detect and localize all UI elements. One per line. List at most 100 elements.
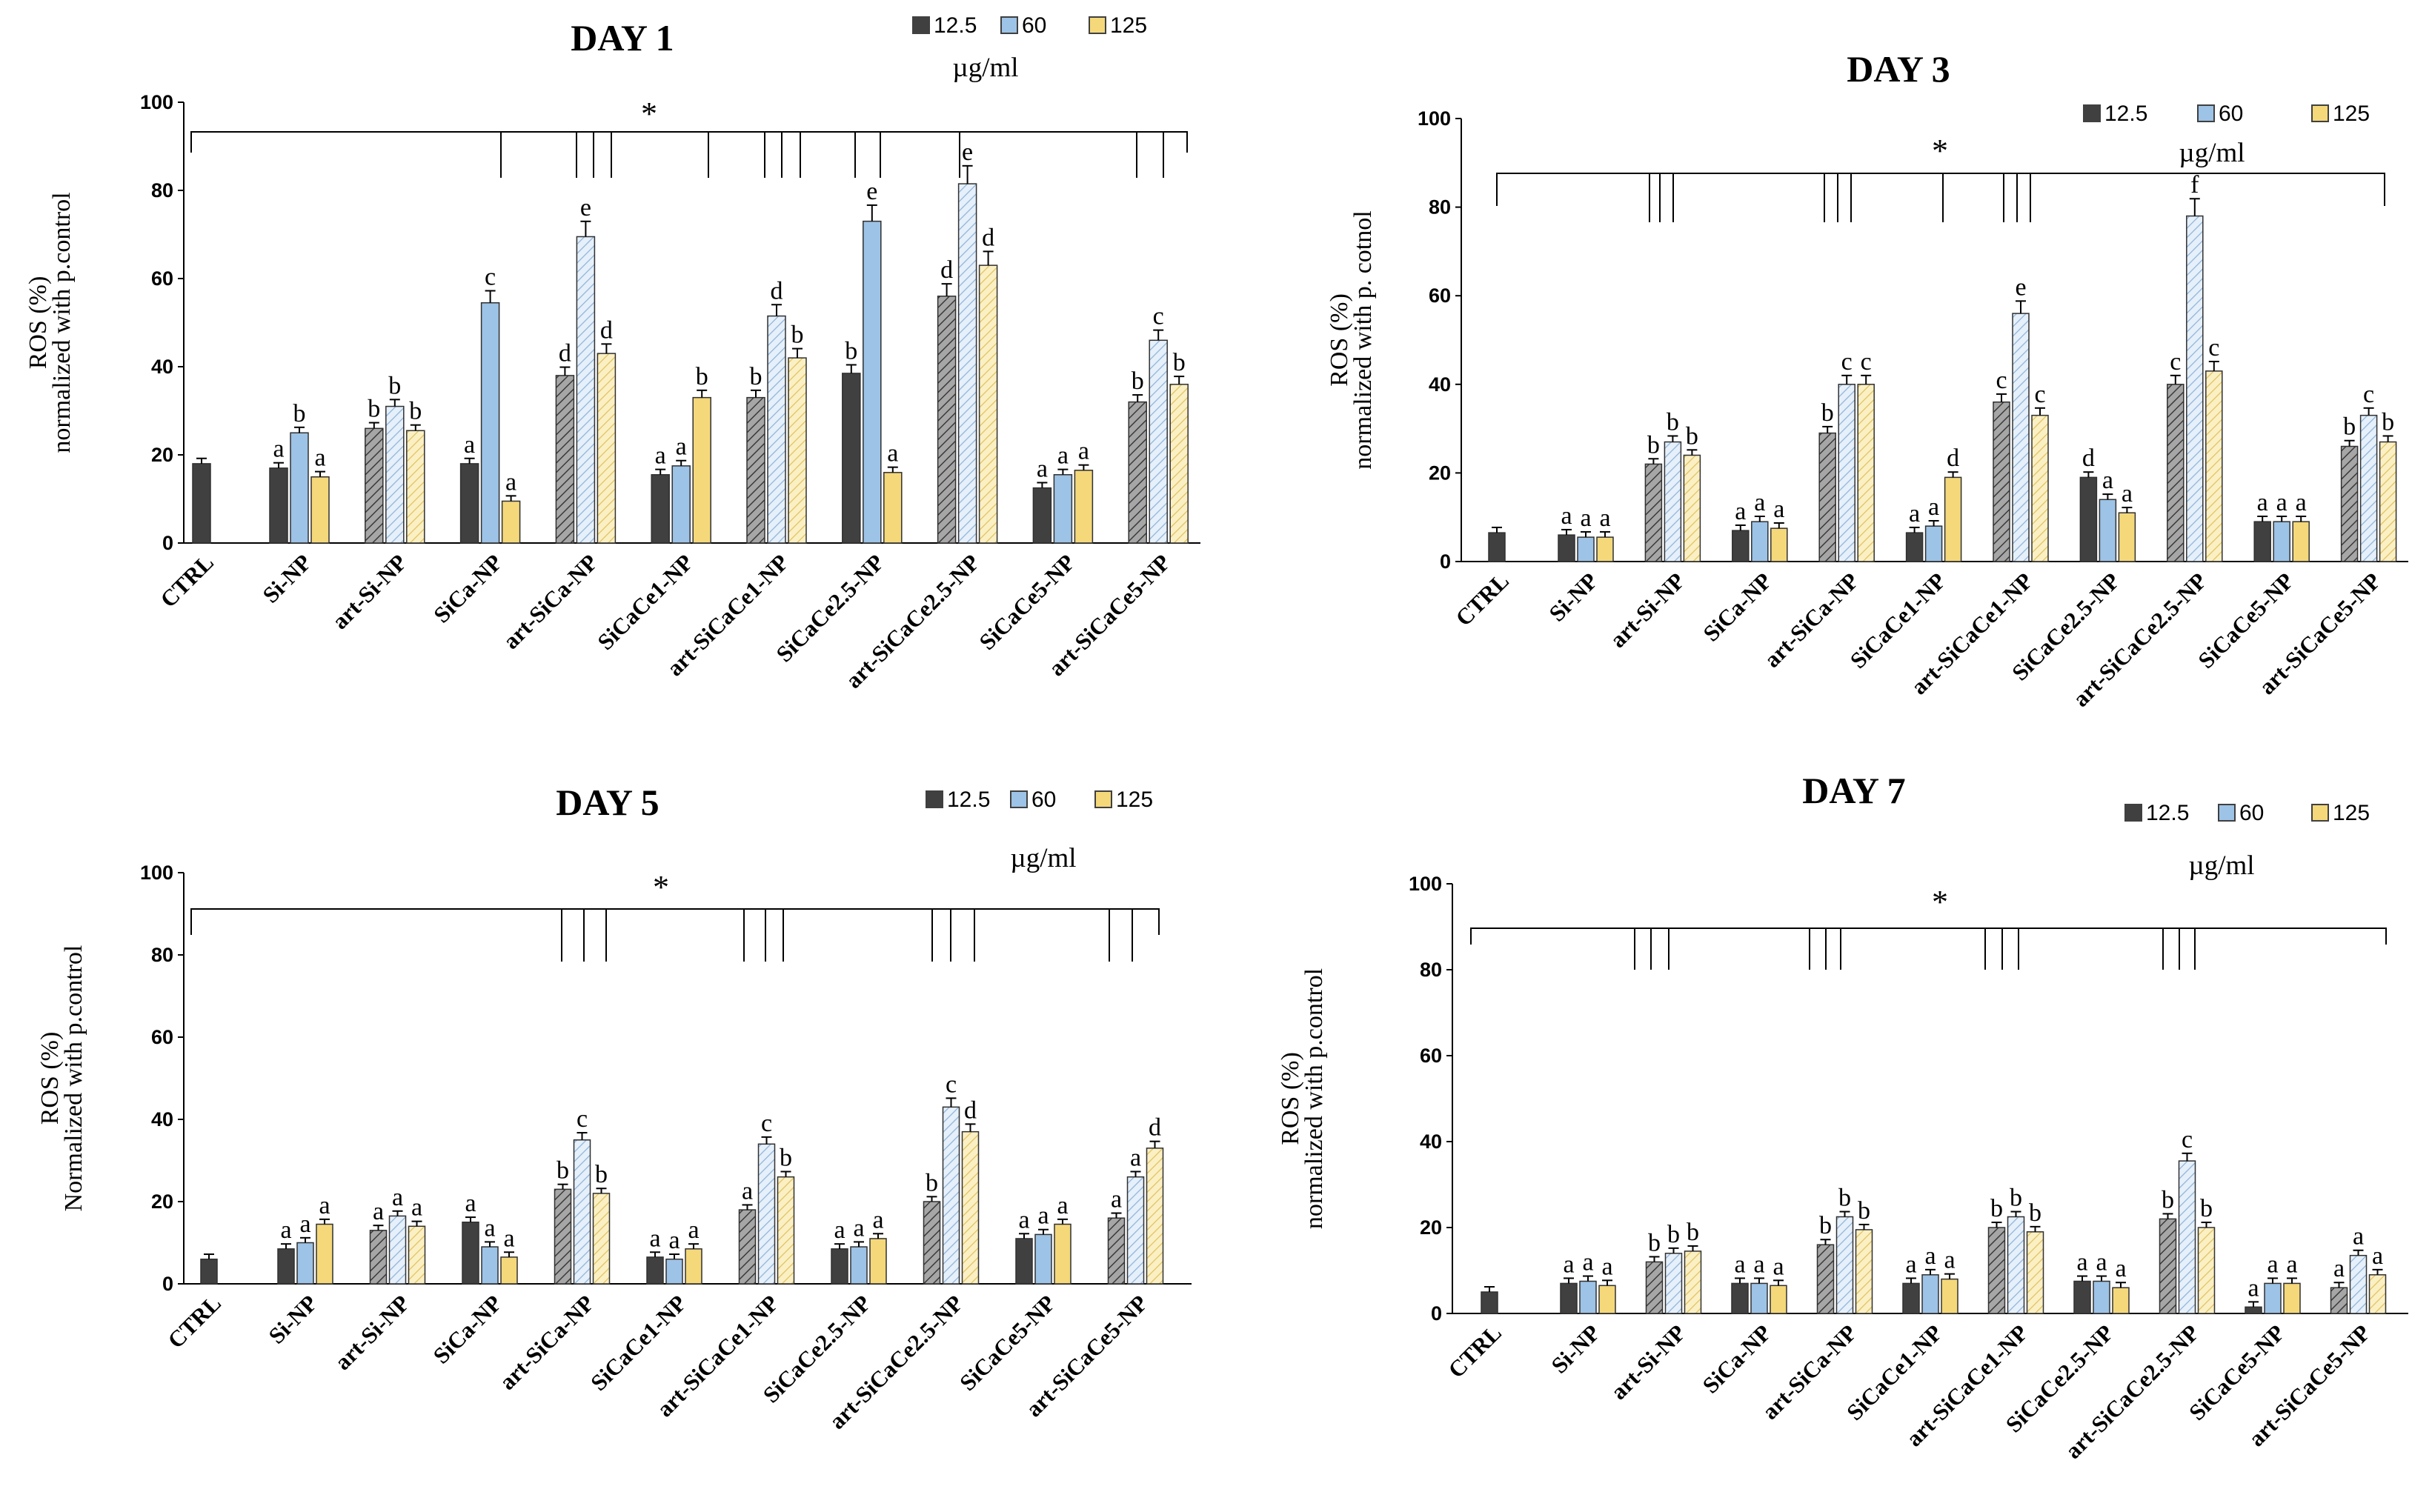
- data-label: a: [505, 468, 516, 496]
- bar-art-SiCaCe5-NP-125: [2379, 441, 2397, 562]
- category-label: Si-NP: [1546, 1319, 1605, 1379]
- data-label: a: [1735, 498, 1746, 525]
- bar-SiCaCe5-NP-12.5: [2245, 1306, 2262, 1314]
- chart-panel-day-1: DAY 1 12.5 60 125 µg/ml ROS (%)normalized wit…: [24, 13, 1200, 693]
- data-label: a: [1909, 500, 1920, 527]
- bar-SiCaCe2.5-NP-60: [850, 1246, 868, 1285]
- bar-Si-NP-60: [296, 1242, 314, 1285]
- legend-label-125: 125: [2333, 101, 2370, 126]
- bar-SiCa-NP-125: [1770, 527, 1788, 562]
- bar-art-SiCaCe2.5-NP-60: [942, 1106, 960, 1285]
- data-label: a: [2122, 480, 2133, 507]
- bar-Si-NP-12.5: [1560, 1282, 1578, 1314]
- data-label: a: [2276, 489, 2288, 516]
- data-label: b: [2382, 408, 2394, 436]
- bar-SiCaCe1-NP-125: [1944, 476, 1962, 562]
- legend-swatch-12.5: [2083, 104, 2101, 122]
- y-tick-label: 80: [1429, 196, 1451, 219]
- bar-SiCaCe5-NP-60: [1034, 1233, 1052, 1285]
- data-label: a: [1561, 502, 1572, 530]
- data-label: b: [293, 400, 306, 427]
- bar-SiCaCe2.5-NP-125: [883, 472, 903, 544]
- significance-bracket: [1470, 927, 2387, 945]
- chart-title: DAY 3: [1847, 48, 1950, 90]
- bar-SiCaCe1-NP-60: [1924, 525, 1943, 562]
- category-label: SiCa-NP: [1698, 1319, 1776, 1398]
- data-label: b: [388, 372, 401, 399]
- data-label: a: [2096, 1249, 2107, 1276]
- legend-label-12.5: 12.5: [2104, 101, 2147, 126]
- data-label: a: [1018, 1206, 1029, 1233]
- legend-swatch-12.5: [912, 16, 930, 34]
- y-tick-label: 20: [151, 1190, 173, 1213]
- data-label: b: [1686, 422, 1698, 450]
- data-label: b: [1648, 1229, 1661, 1256]
- y-tick-label: 60: [151, 1026, 173, 1048]
- data-label: b: [1687, 1219, 1699, 1246]
- bar-SiCaCe2.5-NP-12.5: [2073, 1280, 2091, 1314]
- data-label: a: [1753, 1250, 1764, 1278]
- chart-title: DAY 7: [1802, 770, 1905, 811]
- data-label: b: [1647, 431, 1660, 459]
- bar-SiCaCe1-NP-12.5: [651, 474, 670, 544]
- data-label: c: [2208, 334, 2219, 362]
- bar-art-SiCaCe5-NP-60: [1126, 1176, 1145, 1285]
- chart-panel-day-5: DAY 5 12.5 60 125 µg/ml ROS (%)Normalized wit…: [36, 782, 1192, 1434]
- data-label: b: [595, 1161, 608, 1188]
- bar-SiCaCe1-NP-125: [1941, 1278, 1958, 1314]
- data-label: a: [2333, 1255, 2345, 1282]
- y-tick-label: 60: [1420, 1045, 1442, 1067]
- data-label: a: [503, 1225, 514, 1252]
- bar-art-Si-NP-12.5: [1644, 463, 1663, 562]
- bar-art-SiCaCe5-NP-125: [2368, 1274, 2387, 1314]
- bar-SiCaCe2.5-NP-125: [2112, 1287, 2130, 1314]
- data-label: b: [845, 337, 857, 364]
- data-label: a: [1037, 455, 1048, 482]
- category-label: SiCa-NP: [1698, 567, 1776, 646]
- bar-SiCaCe5-NP-60: [2273, 521, 2290, 562]
- bar-SiCaCe1-NP-12.5: [646, 1256, 664, 1285]
- data-label: a: [273, 436, 284, 463]
- bar-SiCaCe1-NP-60: [1921, 1274, 1939, 1314]
- chart-title: DAY 1: [571, 17, 674, 59]
- bar-art-SiCaCe1-NP-60: [767, 315, 786, 544]
- data-label: e: [580, 194, 591, 222]
- bar-SiCaCe2.5-NP-125: [2118, 512, 2136, 562]
- data-label: b: [1821, 399, 1834, 427]
- data-label: a: [2286, 1250, 2297, 1278]
- data-label: c: [577, 1105, 588, 1133]
- legend-swatch-60: [2197, 104, 2215, 122]
- bar-art-SiCaCe2.5-NP-12.5: [2167, 384, 2185, 562]
- data-label: a: [314, 444, 325, 472]
- data-label: d: [964, 1096, 977, 1124]
- bar-Si-NP-125: [1598, 1285, 1616, 1314]
- data-label: a: [1057, 1192, 1068, 1219]
- bar-SiCaCe5-NP-60: [1053, 474, 1073, 544]
- data-label: b: [2010, 1185, 2022, 1212]
- legend-label-60: 60: [2219, 101, 2243, 126]
- bar-art-SiCaCe2.5-NP-12.5: [937, 296, 957, 544]
- bar-SiCa-NP-60: [481, 1246, 499, 1285]
- bar-SiCa-NP-60: [480, 302, 500, 544]
- y-tick-label: 20: [151, 444, 173, 466]
- data-label: c: [2363, 381, 2374, 408]
- data-label: b: [556, 1157, 569, 1185]
- data-label: c: [1153, 303, 1164, 330]
- category-label: SiCaCe1-NP: [592, 549, 698, 655]
- data-label: d: [982, 224, 994, 251]
- bar-art-SiCa-NP-12.5: [1816, 1244, 1835, 1314]
- data-label: c: [946, 1070, 957, 1098]
- bar-art-Si-NP-12.5: [1645, 1261, 1664, 1314]
- significance-star: *: [641, 96, 657, 132]
- bar-Si-NP-12.5: [277, 1248, 295, 1285]
- bar-art-Si-NP-12.5: [365, 427, 384, 544]
- bar-art-Si-NP-125: [406, 430, 425, 544]
- data-label: a: [1580, 504, 1591, 532]
- bar-art-SiCaCe2.5-NP-12.5: [2159, 1218, 2177, 1314]
- legend-label-125: 125: [1110, 13, 1147, 38]
- bar-SiCaCe1-NP-125: [685, 1248, 702, 1285]
- y-tick-label: 80: [151, 179, 173, 202]
- data-label: a: [319, 1192, 330, 1219]
- y-axis-label: ROS (%)normalized with p.control: [1277, 968, 1328, 1229]
- data-label: b: [750, 363, 763, 390]
